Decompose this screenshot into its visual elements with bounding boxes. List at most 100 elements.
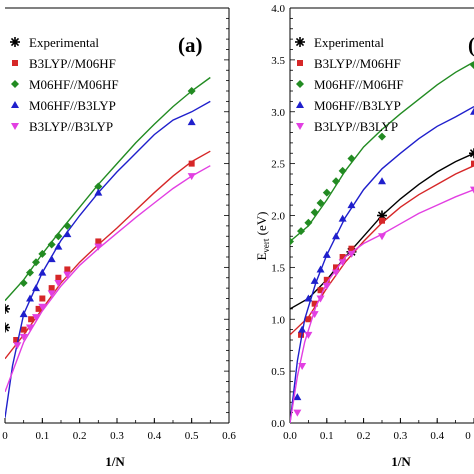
- data-point: [47, 240, 56, 249]
- data-point: [469, 148, 474, 159]
- data-point: [332, 269, 340, 277]
- y-label-symbol: E: [254, 253, 269, 261]
- y-tick-label: 3.0: [271, 107, 285, 119]
- x-tick-label: 0.3: [394, 430, 408, 442]
- series-line: [290, 188, 474, 423]
- data-point: [187, 118, 196, 126]
- legend-marker: [11, 123, 19, 130]
- data-point: [38, 303, 47, 311]
- data-point: [470, 107, 474, 115]
- data-point: [28, 316, 35, 323]
- data-point: [332, 177, 340, 186]
- series-diamond: [5, 76, 211, 302]
- x-tick-label: 0.3: [110, 430, 124, 442]
- legend-marker: [297, 60, 303, 66]
- x-tick-label: 0.4: [147, 430, 161, 442]
- data-point: [338, 166, 347, 175]
- data-point: [94, 188, 103, 196]
- x-tick-label: 0.4: [430, 430, 444, 442]
- data-point: [297, 227, 306, 236]
- data-point: [347, 154, 356, 163]
- data-point: [35, 305, 42, 312]
- data-point: [63, 221, 72, 230]
- series-asterisk: [290, 148, 474, 310]
- data-point: [13, 342, 22, 350]
- data-point: [316, 199, 325, 208]
- data-point: [5, 322, 10, 333]
- chart-panel-b: ( 1/N Evert (eV) 0.0 0.1 0.2 0.3 0.4 0 0.0 0.5 1…: [254, 3, 474, 469]
- legend-marker: [10, 37, 20, 47]
- legend-marker: [296, 123, 304, 130]
- legend-label: B3LYP//B3LYP: [29, 119, 113, 134]
- y-tick-label: 1.0: [271, 314, 285, 326]
- legend-marker: [11, 101, 19, 108]
- data-point: [13, 337, 20, 343]
- x-tick-label: 0.6: [222, 430, 236, 442]
- data-point: [31, 258, 40, 267]
- data-point: [470, 61, 474, 70]
- y-tick-label: 4.0: [271, 3, 285, 15]
- series-square: [5, 150, 211, 360]
- data-point: [310, 208, 319, 217]
- data-point: [470, 186, 474, 194]
- data-point: [38, 268, 47, 276]
- data-point: [290, 237, 294, 246]
- data-point: [298, 362, 307, 370]
- data-point: [316, 265, 325, 273]
- data-point: [188, 160, 195, 167]
- data-point: [378, 132, 386, 141]
- legend-marker: [296, 80, 304, 88]
- data-point: [332, 232, 340, 240]
- legend-marker: [295, 37, 305, 47]
- data-point: [54, 279, 63, 287]
- legend: Experimental B3LYP//M06HF M06HF//M06HF M06H…: [295, 35, 404, 134]
- data-point: [293, 393, 302, 401]
- series-line: [5, 150, 211, 360]
- series-line: [290, 105, 474, 423]
- legend-label: B3LYP//B3LYP: [314, 119, 398, 134]
- data-point: [348, 245, 355, 252]
- data-point: [347, 201, 356, 209]
- series-triangle: [290, 105, 474, 423]
- data-point: [31, 284, 40, 292]
- data-point: [338, 259, 347, 267]
- x-tick-label: 0.5: [185, 430, 199, 442]
- legend-marker: [11, 80, 19, 88]
- data-point: [298, 331, 305, 338]
- y-tick-label: 2.0: [271, 211, 285, 223]
- data-point: [54, 242, 63, 250]
- data-point: [19, 310, 28, 318]
- series-diamond: [290, 61, 474, 246]
- data-point: [187, 87, 196, 95]
- data-point: [347, 250, 356, 258]
- data-point: [310, 276, 319, 284]
- data-point: [310, 311, 319, 319]
- x-tick-label: 0.2: [73, 430, 87, 442]
- data-point: [64, 266, 71, 273]
- data-point: [305, 316, 312, 323]
- data-point: [304, 331, 313, 339]
- y-tick-label: 0.0: [271, 418, 285, 430]
- data-point: [323, 276, 330, 283]
- x-tick-label: 0.1: [35, 430, 49, 442]
- legend-label: M06HF//M06HF: [314, 77, 404, 92]
- panel-b-label: (: [468, 33, 474, 57]
- series-inverted-triangle: [5, 165, 211, 393]
- data-point: [38, 249, 47, 258]
- data-point: [379, 217, 385, 224]
- series-line: [5, 165, 211, 393]
- data-point: [316, 295, 325, 303]
- data-point: [304, 218, 313, 227]
- y-tick-label: 3.5: [271, 55, 285, 67]
- data-point: [47, 255, 56, 263]
- y-tick-label: 2.5: [271, 159, 285, 171]
- x-tick-label: 0: [465, 430, 471, 442]
- panel-b-x-axis-label: 1/N: [391, 454, 411, 469]
- legend-label: M06HF//M06HF: [29, 77, 119, 92]
- series-asterisk: [5, 303, 10, 333]
- data-point: [378, 177, 386, 185]
- data-point: [5, 303, 10, 314]
- data-point: [378, 233, 386, 241]
- data-point: [63, 271, 72, 279]
